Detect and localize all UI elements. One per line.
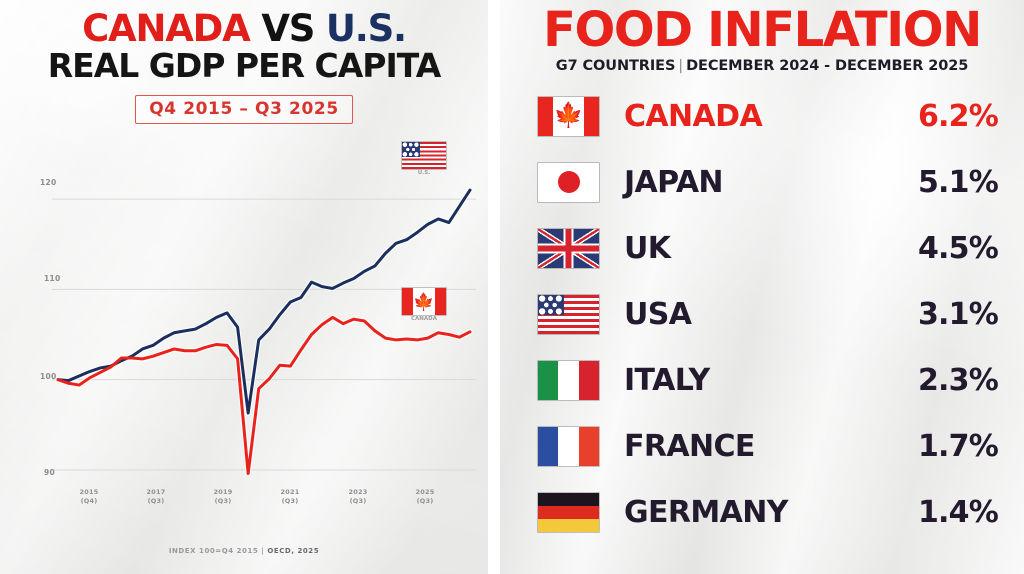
inflation-value: 2.3% [917,362,999,398]
x-tick-4-year: 2023 [348,488,368,496]
chart-subhead: REAL GDP PER CAPITA [47,46,442,86]
x-tick-4: 2023 (Q3) [336,488,380,507]
headline-vs: VS [261,7,315,50]
country-row: ITALY 2.3% [538,347,999,413]
x-tick-2-quarter: (Q3) [214,497,232,506]
chart-daterange-badge: Q4 2015 – Q3 2025 [135,94,353,124]
x-tick-0-year: 2015 [79,488,99,496]
x-tick-4-quarter: (Q3) [349,497,367,506]
y-tick-90: 90 [44,468,56,477]
food-inflation-panel: FOOD INFLATION G7 COUNTRIES | DECEMBER 202… [500,0,1024,574]
country-row: USA 3.1% [538,281,999,347]
gdp-chart-panel: CANADA VS U.S. REAL GDP PER CAPITA Q4 20… [0,0,488,574]
headline-canada: CANADA [82,7,251,50]
food-inflation-title: FOOD INFLATION [543,2,982,58]
inflation-value: 1.4% [917,494,999,530]
subtitle-g7: G7 COUNTRIES [555,58,676,74]
ca-flag-icon: 🍁 [402,288,446,315]
country-flag-cell [538,162,624,202]
inflation-value: 1.7% [917,428,999,464]
source-prefix: INDEX 100=Q4 2015 | [168,547,268,555]
legend-us-label: U.S. [417,170,431,176]
subtitle-separator: | [678,58,684,74]
chart-source-note: INDEX 100=Q4 2015 | OECD, 2025 [0,547,488,555]
panel-divider [488,0,500,574]
inflation-value: 6.2% [917,98,999,134]
inflation-value: 4.5% [917,230,999,266]
food-inflation-subtitle: G7 COUNTRIES | DECEMBER 2024 - DECEMBER 20… [500,58,1024,74]
ca-flag-icon: 🍁 [538,96,599,136]
country-row: 🍁 CANADA 6.2% [538,83,999,149]
daterange-wrap: Q4 2015 – Q3 2025 [0,94,488,124]
country-name: CANADA [624,98,763,134]
de-flag-icon [538,492,599,532]
it-flag-icon [538,360,599,400]
country-flag-cell [538,492,624,532]
country-name: ITALY [624,362,710,398]
country-flag-cell [538,426,624,466]
country-flag-cell [538,228,624,268]
country-flag-cell: 🍁 [538,96,624,136]
jp-flag-icon [538,162,599,202]
country-row: UK 4.5% [538,215,999,281]
y-tick-120: 120 [40,178,57,187]
chart-title-block: CANADA VS U.S. REAL GDP PER CAPITA Q4 20… [0,7,488,124]
x-tick-5-quarter: (Q3) [416,497,434,506]
country-flag-cell [538,294,624,334]
country-inflation-list: 🍁 CANADA 6.2% JAPAN 5.1% UK 4.5% USA 3.1% ITALY 2.… [500,83,1024,545]
x-tick-2-year: 2019 [213,488,233,496]
uk-flag-icon [538,228,599,268]
food-inflation-header: FOOD INFLATION G7 COUNTRIES | DECEMBER 202… [500,0,1024,74]
gdp-line-chart [52,187,476,477]
country-name: JAPAN [624,164,724,200]
legend-canada: 🍁 CANADA [402,288,446,322]
legend-canada-label: CANADA [411,316,437,322]
chart-headline: CANADA VS U.S. [0,7,488,50]
us-flag-icon [402,142,446,169]
fr-flag-icon [538,426,599,466]
x-tick-2: 2019 (Q3) [201,488,245,507]
source-bold: OECD, 2025 [267,547,320,555]
country-flag-cell [538,360,624,400]
country-name: GERMANY [624,494,789,530]
chart-plot-area [0,150,488,510]
headline-us: U.S. [325,7,407,50]
country-row: GERMANY 1.4% [538,479,999,545]
x-tick-0: 2015 (Q4) [67,488,111,507]
inflation-value: 3.1% [917,296,999,332]
x-tick-1: 2017 (Q3) [134,488,178,507]
x-tick-5: 2025 (Q3) [403,488,447,507]
x-tick-1-year: 2017 [146,488,166,496]
x-tick-3-year: 2021 [280,488,300,496]
country-row: FRANCE 1.7% [538,413,999,479]
x-tick-1-quarter: (Q3) [147,497,165,506]
series-line-canada [56,315,472,476]
x-tick-5-year: 2025 [415,488,435,496]
inflation-value: 5.1% [917,164,999,200]
series-halo-canada [55,314,473,477]
country-row: JAPAN 5.1% [538,149,999,215]
us-flag-icon [538,294,599,334]
x-tick-0-quarter: (Q4) [80,497,98,506]
y-tick-100: 100 [40,372,57,381]
legend-us: U.S. [402,142,446,176]
country-name: USA [624,296,692,332]
subtitle-dates: DECEMBER 2024 - DECEMBER 2025 [686,58,969,74]
x-tick-3: 2021 (Q3) [268,488,312,507]
country-name: UK [624,230,671,266]
x-tick-3-quarter: (Q3) [281,497,299,506]
y-tick-110: 110 [44,274,61,283]
country-name: FRANCE [624,428,755,464]
